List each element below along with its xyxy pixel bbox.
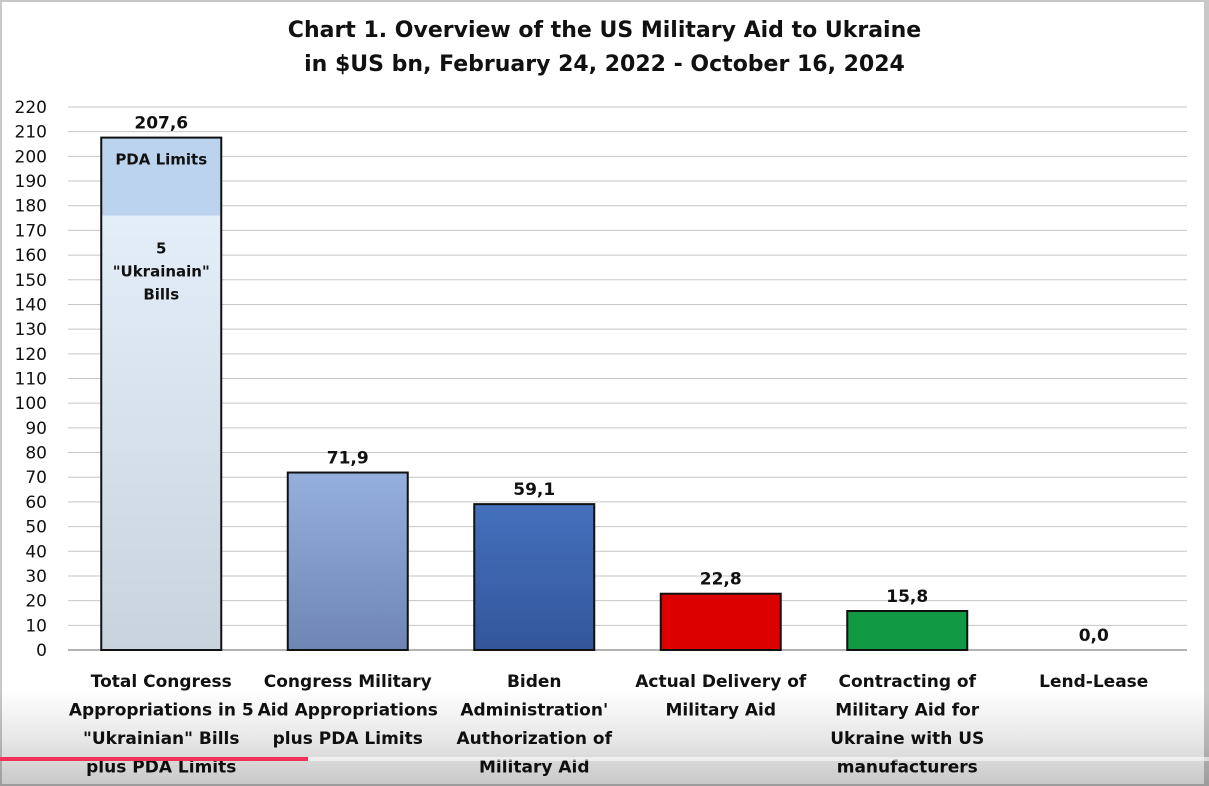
y-tick-label: 50 [25,518,47,538]
y-tick-label: 20 [25,592,47,612]
value-label: 0,0 [1079,626,1109,646]
x-category-label: Congress Military [264,672,432,692]
y-tick-label: 0 [36,641,47,661]
y-tick-label: 200 [15,147,47,167]
y-tick-label: 220 [15,98,47,118]
x-category-label: Lend-Lease [1039,672,1148,692]
x-axis-category-labels: Total Congress Appropriations in 5 "Ukrain… [69,672,1149,778]
y-tick-label: 160 [15,246,47,266]
y-tick-label: 40 [25,542,47,562]
y-tick-label: 170 [15,221,47,241]
bars [100,136,969,652]
video-progress-bar[interactable] [0,757,1209,761]
x-category-label: plus PDA Limits [86,758,236,778]
x-category-label: Biden [507,672,562,692]
bar-segment [101,137,222,216]
x-category-label: Military Aid [479,758,590,778]
y-tick-label: 150 [15,271,47,291]
x-category-label: Administration' [460,701,608,721]
segment-label: PDA Limits [115,151,207,169]
y-tick-label: 80 [25,444,47,464]
y-tick-label: 210 [15,123,47,143]
x-category-label: Contracting of [838,672,976,692]
chart-title: Chart 1. Overview of the US Military Aid… [0,14,1209,82]
x-category-label: Military Aid for [835,701,980,721]
x-category-label: plus PDA Limits [273,729,423,749]
x-category-label: manufacturers [837,758,978,778]
gridlines [68,106,1187,651]
x-category-label: Authorization of [457,729,613,749]
bar [473,503,596,652]
value-label: 207,6 [134,114,188,134]
x-category-label: Aid Appropriations [258,701,438,721]
y-tick-label: 90 [25,419,47,439]
segment-label: Bills [143,286,179,304]
value-label: 59,1 [513,480,555,500]
bar-outline [100,136,223,651]
bar [659,592,782,652]
x-category-label: "Ukrainian" Bills [83,729,240,749]
y-axis-tick-labels: 0 10 20 30 40 50 60 70 80 90 100 110 120 130 140 150 160… [15,98,47,661]
y-tick-label: 130 [15,320,47,340]
bar [846,610,969,652]
x-category-label: Total Congress [91,672,232,692]
segment-label: 5 [156,240,166,258]
value-label: 15,8 [886,587,928,607]
x-category-label: Appropriations in 5 [69,701,254,721]
x-category-label: Military Aid [665,701,776,721]
y-tick-label: 10 [25,616,47,636]
y-tick-label: 120 [15,345,47,365]
y-tick-label: 140 [15,295,47,315]
y-tick-label: 100 [15,394,47,414]
y-tick-label: 70 [25,468,47,488]
chart-title-line-1: Chart 1. Overview of the US Military Aid… [287,18,922,43]
bar [286,471,409,651]
bar-segment [101,215,222,650]
video-progress-played [0,757,309,761]
y-tick-label: 30 [25,567,47,587]
x-category-label: Ukraine with US [830,729,984,749]
value-labels: 5 "Ukrainain" Bills PDA Limits 207,6 71,9 59,1… [113,114,1109,646]
y-tick-label: 110 [15,370,47,390]
x-category-label: Actual Delivery of [635,672,807,692]
value-label: 71,9 [327,449,369,469]
chart-title-line-2: in $US bn, February 24, 2022 - October 1… [304,52,905,77]
value-label: 22,8 [700,570,742,590]
y-tick-label: 190 [15,172,47,192]
y-tick-label: 60 [25,493,47,513]
segment-label: "Ukrainain" [113,263,210,281]
y-tick-label: 180 [15,197,47,217]
